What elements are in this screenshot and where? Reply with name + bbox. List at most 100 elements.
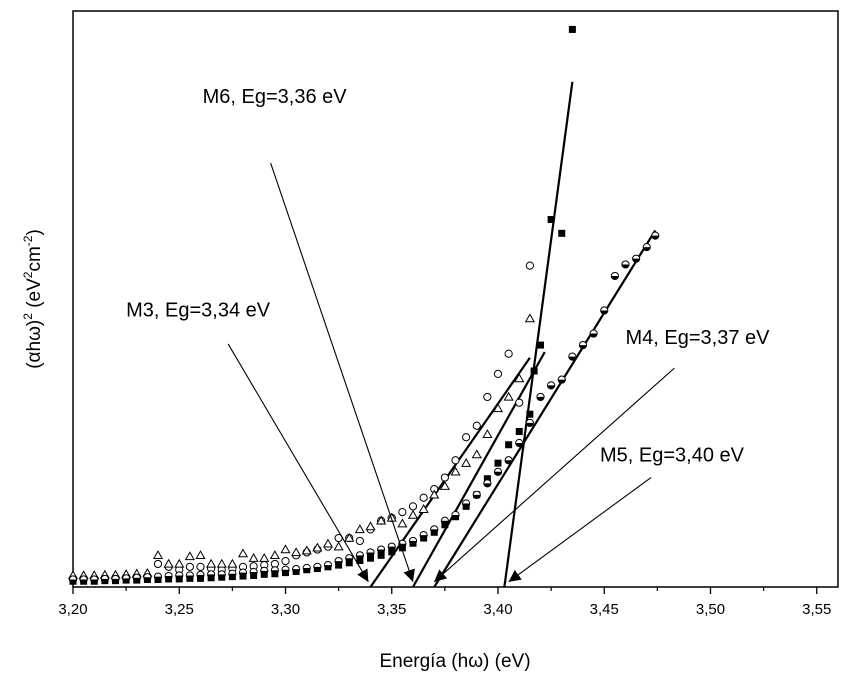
data-point	[472, 421, 481, 430]
data-point	[483, 475, 491, 483]
data-point	[355, 551, 364, 560]
data-point	[642, 243, 651, 252]
series-half-filled-circle	[68, 231, 660, 584]
fit-lines	[369, 81, 657, 588]
x-tick-label: 3,35	[377, 601, 406, 618]
data-point	[524, 313, 535, 323]
annotation-arrows	[227, 162, 675, 583]
data-point	[504, 456, 513, 465]
data-point	[185, 562, 194, 571]
annotation-label: M3, Eg=3,34 eV	[126, 299, 271, 321]
data-point	[280, 544, 291, 554]
data-point	[578, 340, 588, 350]
data-point	[143, 573, 152, 582]
data-point	[196, 562, 205, 571]
data-point	[558, 229, 566, 237]
x-tick-label: 3,40	[483, 601, 512, 618]
plot-frame	[72, 10, 839, 588]
data-point	[515, 438, 524, 448]
data-point	[163, 558, 174, 568]
data-point	[184, 551, 195, 561]
data-point	[505, 441, 513, 449]
data-point	[451, 510, 460, 520]
fit-line-m4	[433, 229, 657, 588]
data-point	[493, 369, 503, 378]
data-point	[503, 391, 514, 401]
data-point	[651, 231, 660, 240]
y-title-superscript: 2	[21, 271, 35, 278]
data-point	[322, 538, 334, 548]
fit-line-m6	[412, 351, 546, 588]
annotation-label: M6, Eg=3,36 eV	[203, 86, 348, 108]
data-point	[228, 569, 237, 578]
data-point	[367, 554, 374, 562]
data-point	[376, 515, 387, 525]
data-point	[600, 306, 609, 315]
data-point	[195, 550, 206, 560]
data-point	[354, 524, 365, 534]
x-axis-title: Energía (hω) (eV)	[379, 651, 530, 672]
data-points	[67, 25, 660, 585]
data-point	[217, 570, 226, 579]
y-title-superscript: -2	[21, 235, 35, 246]
data-point	[333, 541, 344, 551]
data-point	[152, 550, 164, 560]
data-point	[568, 352, 577, 361]
data-point	[313, 562, 322, 571]
annotation-label: M4, Eg=3,37 eV	[626, 327, 771, 349]
fit-line-m3	[369, 357, 531, 588]
data-point	[440, 473, 449, 482]
annotation-arrow	[433, 367, 675, 583]
data-point	[269, 550, 280, 560]
data-point	[100, 574, 109, 584]
data-point	[132, 573, 141, 582]
data-point	[237, 548, 249, 558]
data-point	[471, 449, 482, 459]
data-point	[216, 558, 227, 568]
data-point	[207, 570, 216, 579]
data-point	[387, 542, 396, 551]
data-point	[493, 467, 503, 476]
data-point	[301, 545, 312, 555]
y-title-part: cm	[24, 246, 45, 271]
data-point	[504, 349, 513, 358]
data-point	[494, 459, 502, 467]
y-title-part: (eV	[24, 278, 45, 313]
data-point	[514, 373, 525, 383]
x-tick-label: 3,50	[696, 601, 725, 618]
data-point	[568, 25, 576, 33]
x-tick-label: 3,20	[58, 601, 87, 618]
data-point	[164, 571, 173, 581]
data-point	[451, 456, 460, 465]
data-point	[206, 558, 217, 568]
data-point	[153, 572, 163, 581]
data-point	[366, 548, 375, 557]
data-point	[248, 552, 259, 562]
data-point	[632, 254, 641, 263]
data-point	[515, 398, 524, 407]
data-point	[355, 536, 364, 546]
annotation-arrow	[227, 343, 369, 583]
data-point	[281, 556, 290, 566]
x-tick-label: 3,25	[165, 601, 194, 618]
data-point	[526, 410, 534, 418]
y-title-superscript: 2	[21, 313, 35, 320]
data-point	[334, 556, 343, 566]
data-point	[525, 261, 534, 270]
data-point	[483, 479, 492, 488]
annotation-arrow	[508, 477, 652, 583]
data-point	[175, 571, 184, 580]
data-point	[238, 568, 248, 577]
data-point	[408, 536, 418, 546]
data-point	[557, 375, 566, 384]
x-axis: 3,20 3,25 3,30 3,35 3,40 3,45 3,50 3,55	[58, 587, 831, 618]
data-point	[419, 531, 428, 540]
data-point	[407, 509, 419, 519]
data-point	[440, 516, 449, 525]
data-point	[547, 216, 555, 224]
data-point	[79, 575, 88, 584]
data-point	[292, 565, 301, 574]
data-point	[153, 559, 163, 569]
y-axis-title: (αhω)2 (eV2cm-2)	[21, 229, 45, 369]
x-tick-label: 3,55	[802, 601, 831, 618]
